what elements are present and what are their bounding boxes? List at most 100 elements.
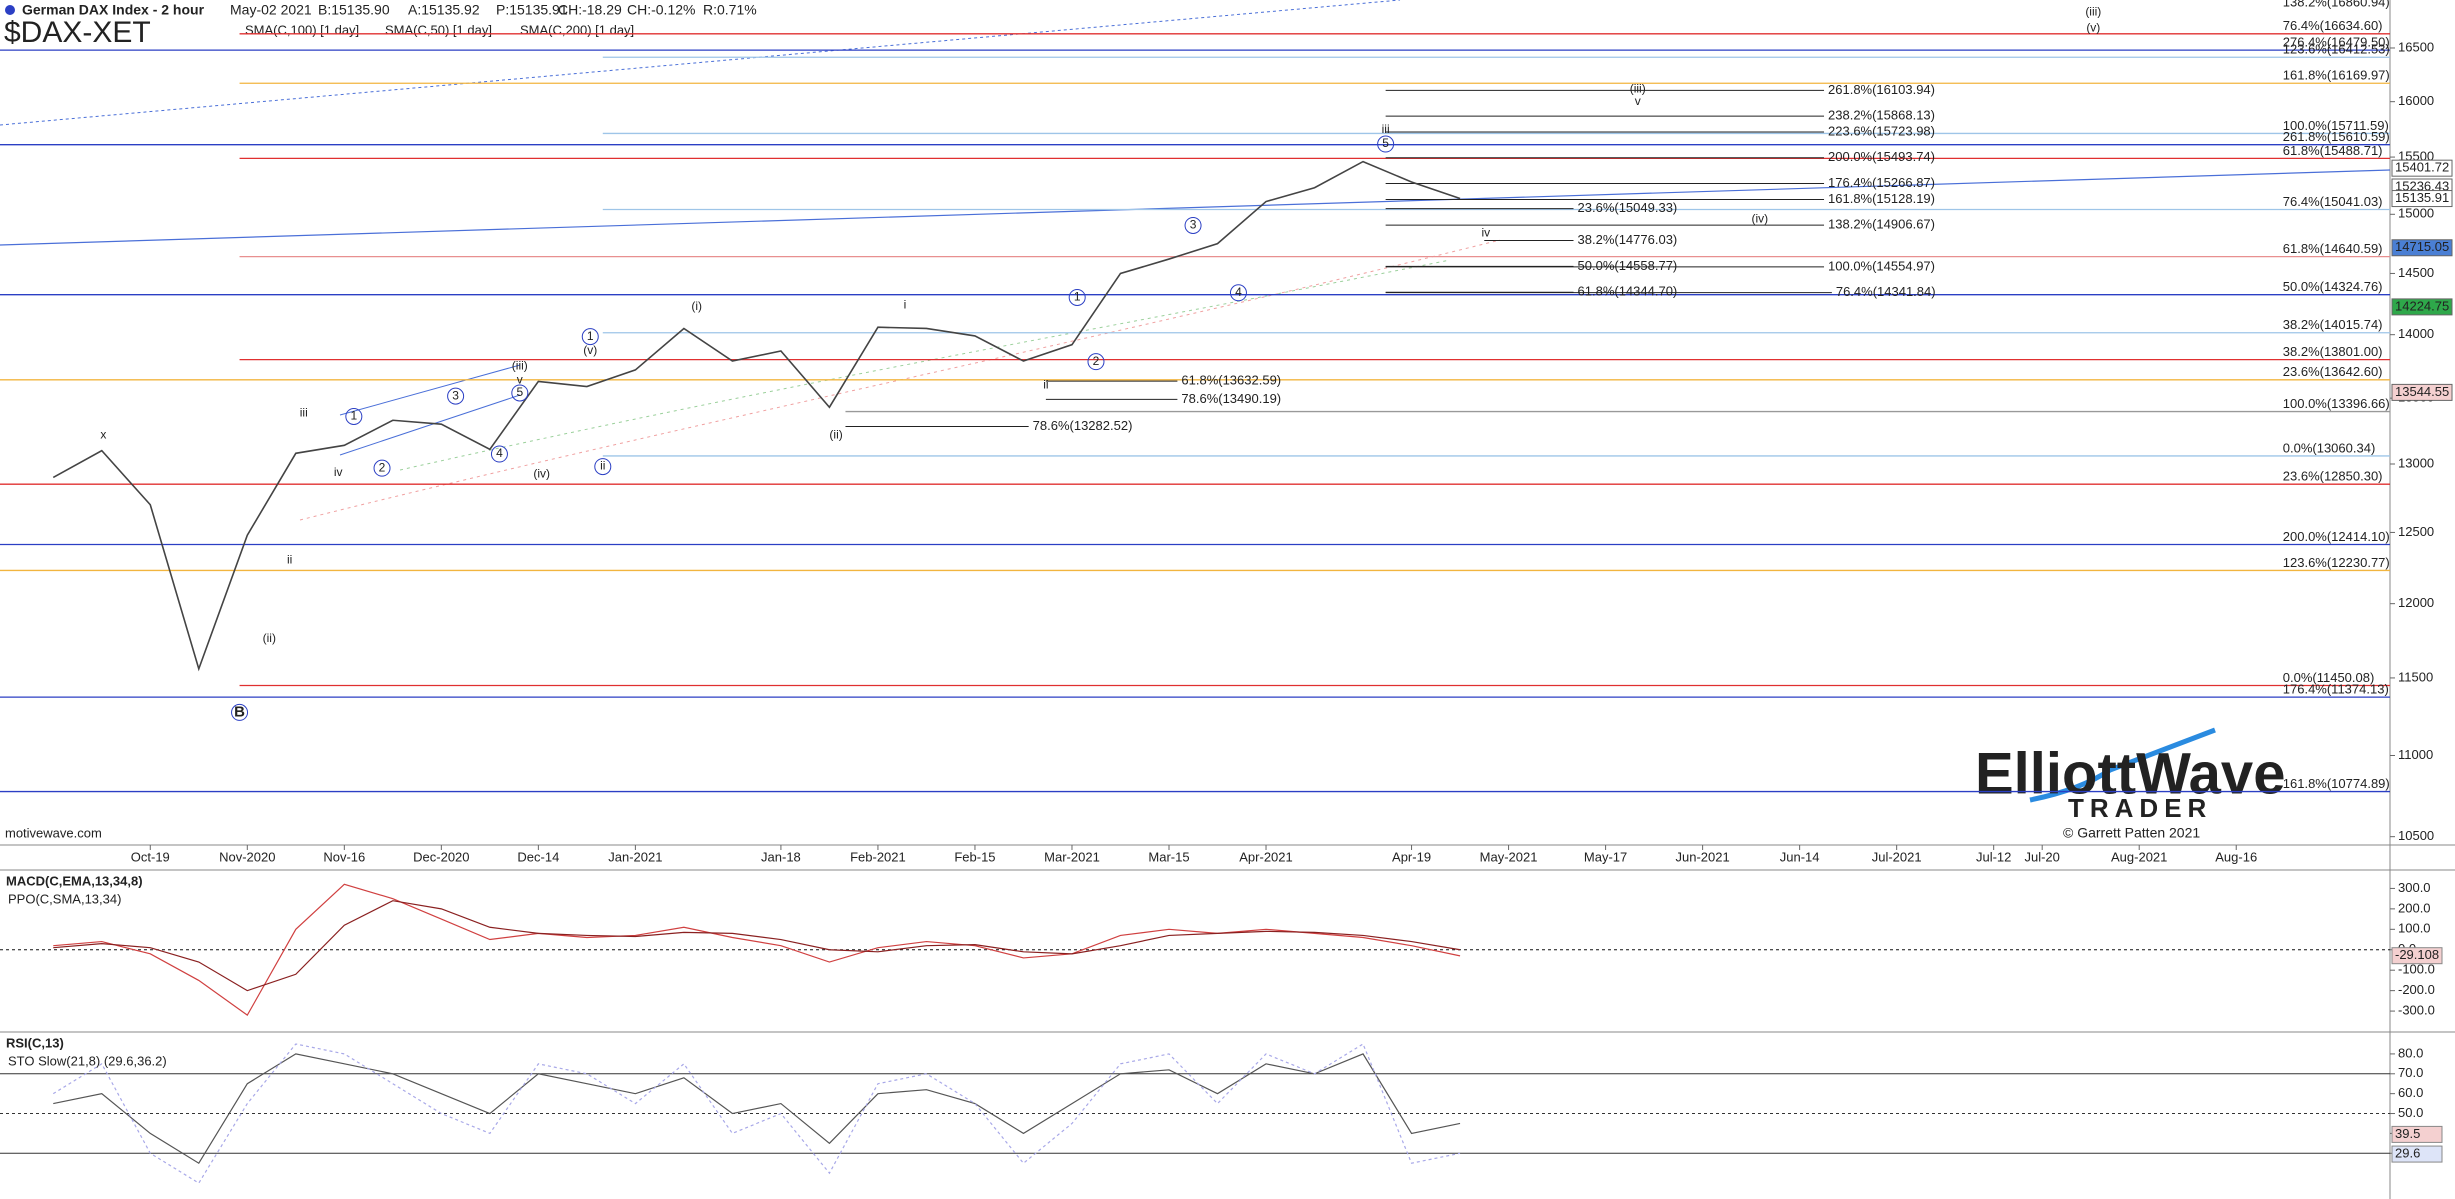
y-tick-label: 15000 — [2398, 206, 2434, 221]
projection-label: 61.8%(13632.59) — [1181, 373, 1281, 388]
price-marker-label: 15236.43 — [2395, 178, 2449, 193]
wave-label: 1 — [587, 329, 594, 343]
y-tick-label: 200.0 — [2398, 900, 2431, 915]
x-tick-label: Jan-2021 — [608, 849, 662, 864]
panel-title: MACD(C,EMA,13,34,8) — [6, 873, 143, 888]
projection-label: 200.0%(15493.74) — [1828, 149, 1935, 164]
fib-level-label: 123.6%(12230.77) — [2283, 555, 2390, 570]
wave-label: (ii) — [263, 631, 276, 645]
logo-name: ElliottWave — [1975, 741, 2285, 806]
range: R:0.71% — [703, 2, 757, 18]
x-tick-label: Jul-2021 — [1872, 849, 1922, 864]
fib-level-label: 100.0%(13396.66) — [2283, 396, 2390, 411]
x-tick-label: Apr-2021 — [1239, 849, 1292, 864]
projection-label: 76.4%(14341.84) — [1836, 284, 1936, 299]
x-tick-label: Aug-16 — [2215, 849, 2257, 864]
change-pct: CH:-0.12% — [627, 2, 695, 18]
y-tick-label: 300.0 — [2398, 880, 2431, 895]
wave-label: (iii) — [2085, 5, 2101, 19]
y-tick-label: 13000 — [2398, 455, 2434, 470]
wave-circle — [373, 459, 391, 477]
y-tick-label: -300.0 — [2398, 1003, 2435, 1018]
x-tick-label: Feb-15 — [954, 849, 995, 864]
indicator-line — [53, 1053, 1461, 1165]
fib-level-label: 276.4%(16479.50) — [2283, 35, 2390, 50]
fib-level-label: 161.8%(16169.97) — [2283, 68, 2390, 83]
wave-label: v — [1635, 94, 1641, 108]
price-marker-label: 15135.91 — [2395, 190, 2449, 205]
wave-label: ii — [1043, 377, 1048, 391]
y-tick-label: 16500 — [2398, 39, 2434, 54]
x-tick-label: Aug-2021 — [2111, 849, 2167, 864]
y-tick-label: 14000 — [2398, 326, 2434, 341]
x-tick-label: Jun-14 — [1780, 849, 1820, 864]
fib-level-label: 138.2%(16860.94) — [2283, 0, 2390, 10]
symbol: $DAX-XET — [4, 16, 151, 49]
x-tick-label: Oct-19 — [131, 849, 170, 864]
fib-level-label: 23.6%(12850.30) — [2283, 469, 2383, 484]
fib-level-label: 261.8%(15610.59) — [2283, 129, 2390, 144]
price-marker — [2391, 298, 2453, 316]
trendline — [339, 364, 521, 416]
trendline — [339, 394, 521, 456]
projection-label: 261.8%(16103.94) — [1828, 82, 1935, 97]
x-tick-label: Jun-2021 — [1676, 849, 1730, 864]
fib-level-label: 176.4%(11374.13) — [2283, 682, 2389, 697]
y-tick-label: 14500 — [2398, 265, 2434, 280]
wave-circle — [594, 458, 612, 476]
fib-level-label: 200.0%(12414.10) — [2283, 529, 2390, 544]
y-tick-label: 100.0 — [2398, 921, 2431, 936]
wave-label: B — [234, 703, 245, 720]
chart-title: German DAX Index - 2 hour — [22, 2, 205, 18]
wave-label: (i) — [691, 299, 702, 313]
wave-label: ii — [600, 459, 605, 473]
wave-label: 3 — [1190, 218, 1197, 232]
panel-title: RSI(C,13) — [6, 1035, 64, 1050]
panel-subtitle: PPO(C,SMA,13,34) — [8, 891, 121, 906]
wave-label: (ii) — [829, 427, 842, 441]
value-marker — [2391, 1145, 2443, 1163]
wave-circle — [1068, 288, 1086, 306]
wave-circle — [1184, 216, 1202, 234]
x-tick-label: Feb-2021 — [850, 849, 906, 864]
projection-label: 23.6%(15049.33) — [1578, 200, 1678, 215]
fib-level-label: 0.0%(11450.08) — [2283, 670, 2375, 685]
wave-label: 1 — [1074, 290, 1081, 304]
change: CH:-18.29 — [558, 2, 622, 18]
indicator-line — [52, 1043, 1461, 1184]
wave-label: iii — [1382, 122, 1390, 136]
wave-circle — [581, 328, 599, 346]
fib-level-label: 61.8%(14640.59) — [2283, 241, 2383, 256]
projection-label: 78.6%(13282.52) — [1033, 418, 1133, 433]
wave-circle — [345, 407, 363, 425]
x-tick-label: Mar-15 — [1148, 849, 1189, 864]
bid: B:15135.90 — [318, 2, 390, 18]
projection-label: 138.2%(14906.67) — [1828, 217, 1935, 232]
wave-label: v — [517, 373, 523, 387]
fib-level-label: 23.6%(13642.60) — [2283, 364, 2383, 379]
study: SMA(C,200) [1 day] — [520, 22, 634, 37]
wave-label: 4 — [1235, 285, 1242, 299]
y-tick-label: 80.0 — [2398, 1045, 2423, 1060]
y-tick-label: 60.0 — [2398, 1085, 2423, 1100]
trendline — [0, 0, 1401, 126]
wave-label: (v) — [2086, 20, 2100, 34]
x-tick-label: Jan-18 — [761, 849, 801, 864]
y-tick-label: -100.0 — [2398, 962, 2435, 977]
value-marker-label: 39.5 — [2395, 1126, 2420, 1141]
wave-label: (iv) — [1751, 211, 1768, 225]
wave-label: (iii) — [1630, 81, 1646, 95]
wave-label: x — [100, 427, 106, 441]
x-tick-label: Jul-20 — [2024, 849, 2059, 864]
last-price: P:15135.91 — [496, 2, 568, 18]
header: German DAX Index - 2 hour May-02 2021 B:… — [4, 2, 757, 49]
wave-circle — [231, 703, 249, 721]
y-tick-label: 50.0 — [2398, 1105, 2423, 1120]
study: SMA(C,50) [1 day] — [385, 22, 492, 37]
fib-level-label: 76.4%(15041.03) — [2283, 194, 2383, 209]
y-tick-label: 12500 — [2398, 524, 2434, 539]
fib-level-label: 61.8%(15488.71) — [2283, 143, 2383, 158]
